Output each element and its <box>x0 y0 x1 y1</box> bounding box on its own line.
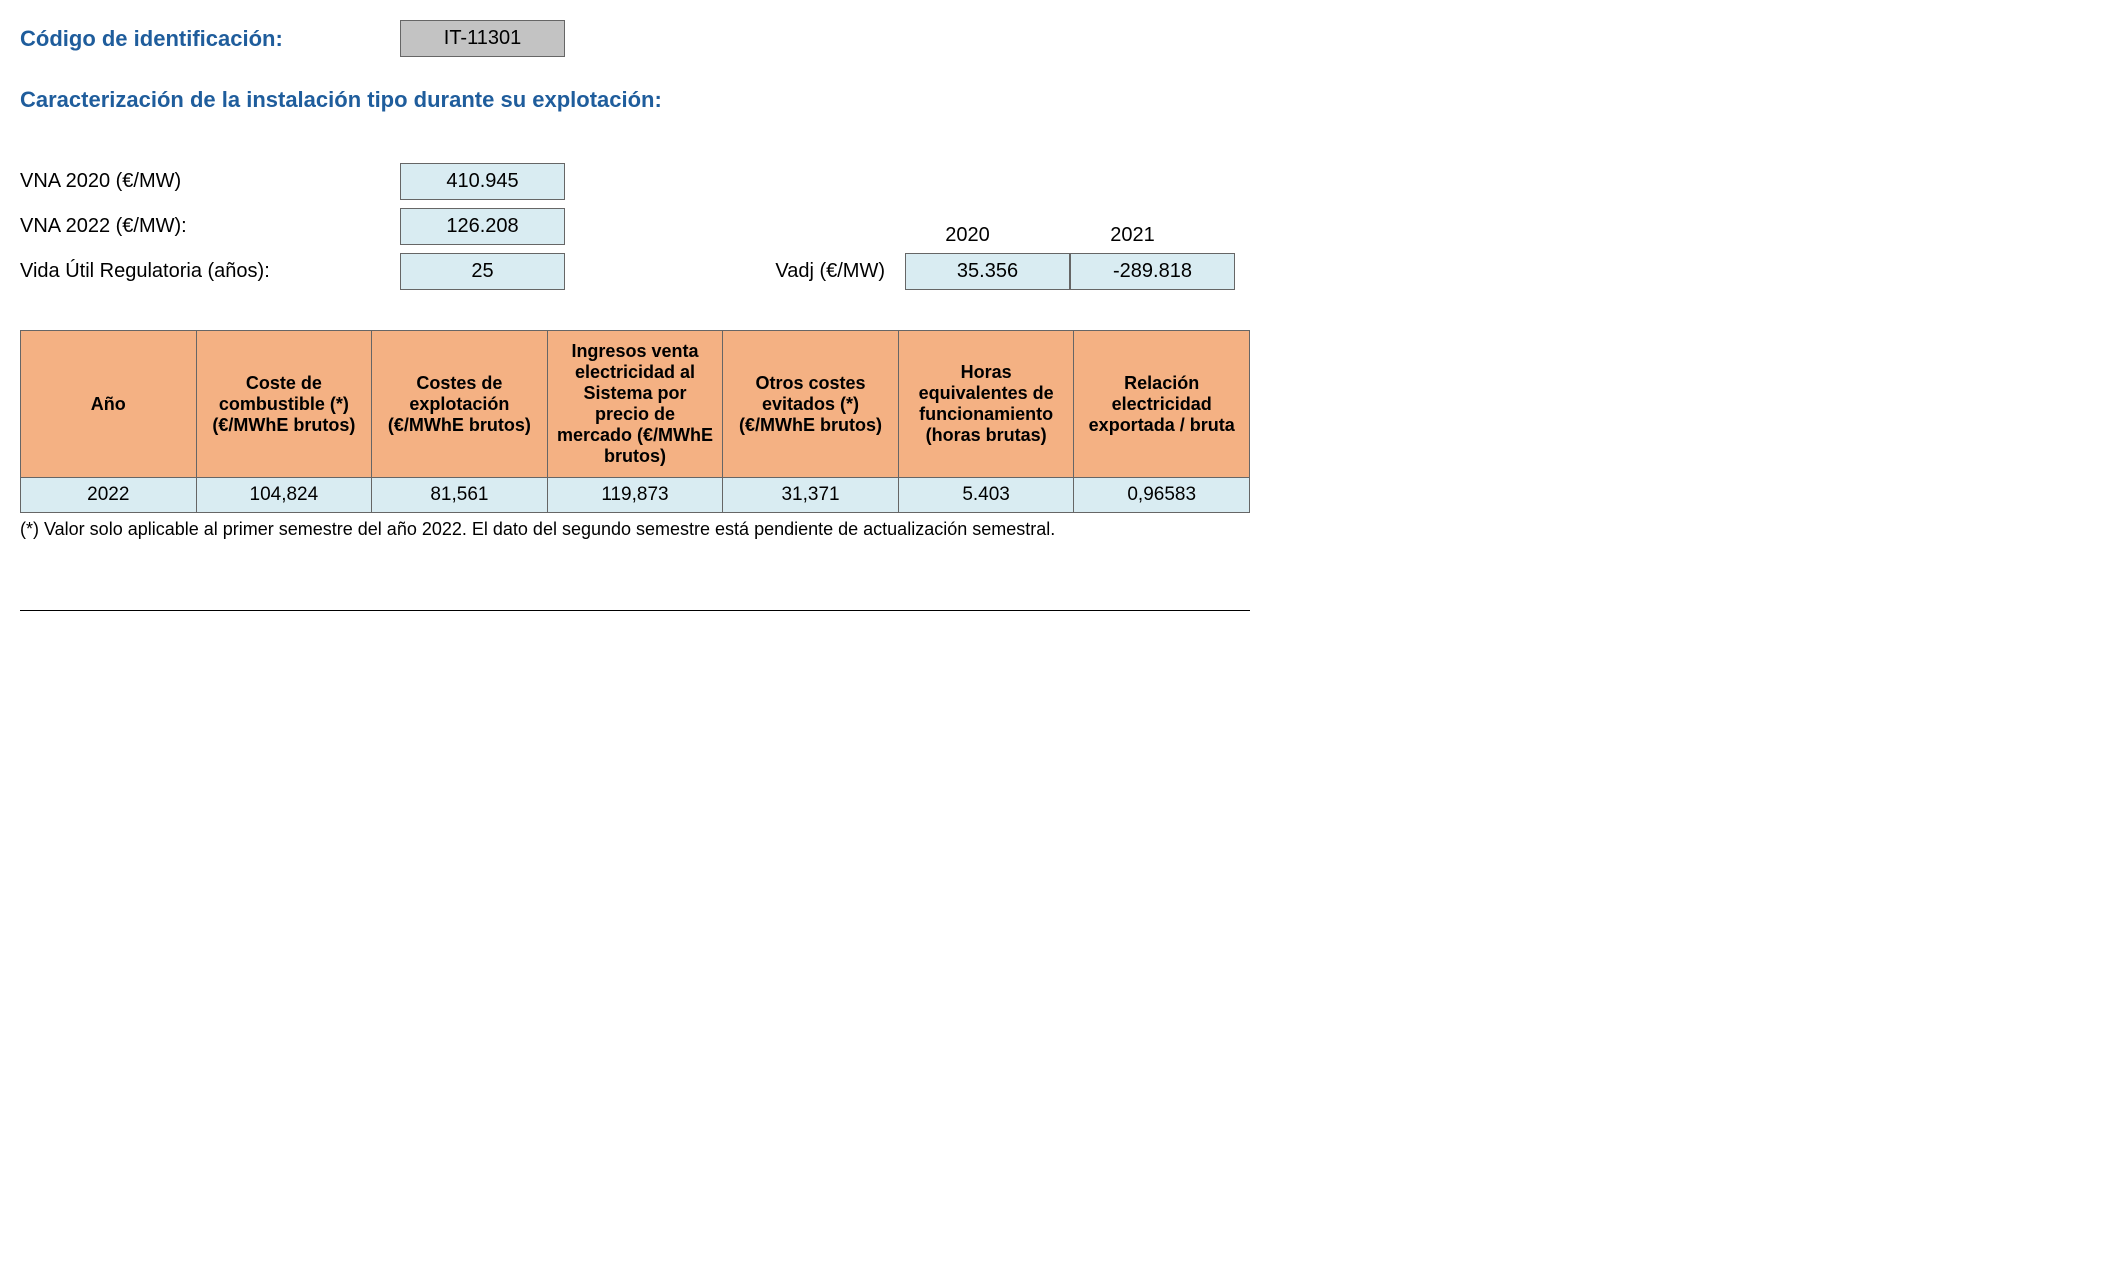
vna2022-label: VNA 2022 (€/MW): <box>20 215 400 238</box>
cell-0-2: 81,561 <box>372 478 548 513</box>
params-block: VNA 2020 (€/MW) 410.945 VNA 2022 (€/MW):… <box>20 163 2106 290</box>
vadj-year-1: 2021 <box>1050 218 1215 253</box>
cell-0-0: 2022 <box>21 478 197 513</box>
vadj-label: Vadj (€/MW) <box>755 254 905 289</box>
vna2020-value: 410.945 <box>400 163 565 200</box>
vadj-block: 2020 2021 Vadj (€/MW) 35.356 -289.818 <box>755 218 1235 290</box>
table-row: 2022 104,824 81,561 119,873 31,371 5.403… <box>21 478 1250 513</box>
col-0: Año <box>21 331 197 478</box>
life-row: Vida Útil Regulatoria (años): 25 <box>20 253 565 290</box>
col-5: Horas equivalentes de funcionamiento (ho… <box>898 331 1074 478</box>
vna2022-row: VNA 2022 (€/MW): 126.208 <box>20 208 565 245</box>
code-label: Código de identificación: <box>20 26 400 52</box>
cell-0-3: 119,873 <box>547 478 723 513</box>
life-value: 25 <box>400 253 565 290</box>
vadj-value-1: -289.818 <box>1070 253 1235 290</box>
cell-0-4: 31,371 <box>723 478 899 513</box>
col-2: Costes de explotación (€/MWhE brutos) <box>372 331 548 478</box>
footnote: (*) Valor solo aplicable al primer semes… <box>20 519 2106 540</box>
code-row: Código de identificación: IT-11301 <box>20 20 2106 57</box>
vna2020-label: VNA 2020 (€/MW) <box>20 170 400 193</box>
cell-0-5: 5.403 <box>898 478 1074 513</box>
table-header-row: Año Coste de combustible (*) (€/MWhE bru… <box>21 331 1250 478</box>
cell-0-1: 104,824 <box>196 478 372 513</box>
vadj-value-0: 35.356 <box>905 253 1070 290</box>
col-6: Relación electricidad exportada / bruta <box>1074 331 1250 478</box>
col-1: Coste de combustible (*) (€/MWhE brutos) <box>196 331 372 478</box>
vna2022-value: 126.208 <box>400 208 565 245</box>
col-3: Ingresos venta electricidad al Sistema p… <box>547 331 723 478</box>
col-4: Otros costes evitados (*) (€/MWhE brutos… <box>723 331 899 478</box>
section-title: Caracterización de la instalación tipo d… <box>20 87 2106 113</box>
separator <box>20 610 1250 611</box>
data-table: Año Coste de combustible (*) (€/MWhE bru… <box>20 330 1250 513</box>
cell-0-6: 0,96583 <box>1074 478 1250 513</box>
life-label: Vida Útil Regulatoria (años): <box>20 260 400 283</box>
vna2020-row: VNA 2020 (€/MW) 410.945 <box>20 163 2106 200</box>
vadj-year-0: 2020 <box>885 218 1050 253</box>
code-value: IT-11301 <box>400 20 565 57</box>
